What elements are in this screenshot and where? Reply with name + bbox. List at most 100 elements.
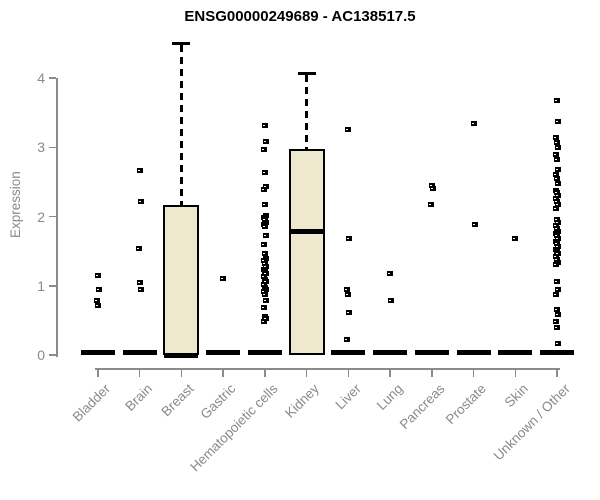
outlier-point (553, 139, 560, 145)
zero-median-bar (206, 350, 241, 355)
outlier-point (262, 263, 269, 269)
outlier-point (428, 182, 435, 188)
median-line (164, 352, 199, 358)
x-tick (556, 368, 558, 377)
outlier-point (554, 166, 561, 172)
outlier-point (553, 241, 560, 246)
outlier-point (261, 261, 268, 267)
x-tick (347, 368, 350, 377)
x-tick-label: Prostate (442, 381, 490, 428)
x-tick-label: Skin (501, 381, 531, 411)
outlier-point (552, 223, 559, 228)
outlier-point (554, 192, 561, 198)
outlier-point (261, 122, 268, 128)
outlier-point (261, 202, 268, 208)
outlier-point (554, 312, 561, 318)
outlier-point (553, 97, 560, 103)
outlier-point (260, 242, 267, 248)
zero-median-bar (81, 350, 115, 355)
outlier-point (345, 292, 352, 298)
x-tick-label: Unknown / Other (490, 381, 573, 464)
outlier-point (344, 287, 351, 293)
whisker (305, 75, 309, 150)
y-tick-label: 3 (37, 139, 45, 156)
outlier-point (260, 186, 267, 192)
outlier-point (553, 217, 560, 223)
zero-median-bar (414, 350, 449, 355)
outlier-point (554, 236, 561, 242)
x-tick (389, 368, 391, 377)
outlier-point (260, 274, 267, 280)
outlier-point (552, 205, 559, 211)
outlier-point (553, 256, 560, 262)
zero-median-bar (122, 350, 157, 355)
outlier-point (553, 156, 560, 162)
outlier-point (554, 243, 561, 249)
y-tick (49, 77, 56, 79)
x-tick (514, 368, 517, 377)
x-tick-label: Liver (332, 381, 364, 413)
outlier-point (554, 340, 561, 346)
x-tick (264, 368, 266, 377)
outlier-point (260, 281, 267, 287)
outlier-point (552, 254, 559, 260)
outlier-point (261, 292, 268, 298)
outlier-point (552, 151, 559, 157)
outlier-point (470, 120, 477, 126)
outlier-point (429, 185, 436, 191)
outlier-point (552, 195, 559, 201)
zero-median-bar (247, 350, 282, 355)
x-tick-label: Lung (373, 381, 406, 413)
outlier-point (553, 307, 560, 313)
outlier-point (260, 305, 267, 311)
outlier-point (135, 245, 142, 251)
zero-median-bar (331, 350, 366, 355)
outlier-point (262, 297, 269, 303)
outlier-point (388, 298, 395, 304)
outlier-point (553, 279, 560, 285)
outlier-point (387, 270, 394, 276)
outlier-point (554, 220, 561, 226)
outlier-point (427, 202, 434, 208)
x-tick (305, 368, 308, 377)
outlier-point (471, 221, 478, 227)
outlier-point (260, 146, 267, 152)
outlier-point (261, 169, 268, 175)
outlier-point (261, 313, 268, 319)
x-tick-label: Bladder (70, 381, 114, 425)
x-tick-label: Kidney (282, 381, 323, 421)
x-tick (472, 368, 475, 377)
outlier-point (220, 276, 227, 282)
outlier-point (95, 272, 101, 278)
boxplot-box (163, 205, 200, 355)
outlier-point (262, 255, 269, 261)
x-axis-line (95, 368, 560, 370)
outlier-point (554, 144, 561, 150)
outlier-point (345, 126, 352, 132)
y-tick-label: 1 (37, 277, 45, 294)
x-tick-label: Gastric (197, 381, 239, 422)
outlier-point (553, 324, 560, 330)
zero-median-bar (456, 350, 491, 355)
x-tick-label: Breast (158, 381, 198, 420)
outlier-point (554, 119, 561, 125)
outlier-point (554, 287, 561, 293)
outlier-point (552, 292, 559, 298)
outlier-point (346, 236, 353, 242)
outlier-point (262, 184, 269, 190)
y-tick (49, 354, 56, 356)
outlier-point (136, 168, 143, 174)
outlier-point (554, 251, 561, 257)
outlier-point (260, 214, 267, 220)
outlier-point (346, 309, 353, 315)
outlier-point (552, 135, 559, 141)
x-tick (97, 368, 99, 377)
outlier-point (344, 336, 351, 342)
outlier-point (261, 268, 268, 274)
chart-title: ENSG00000249689 - AC138517.5 (184, 8, 416, 25)
outlier-point (554, 180, 561, 186)
outlier-point (260, 318, 267, 324)
x-tick (431, 368, 433, 377)
outlier-point (261, 250, 268, 256)
